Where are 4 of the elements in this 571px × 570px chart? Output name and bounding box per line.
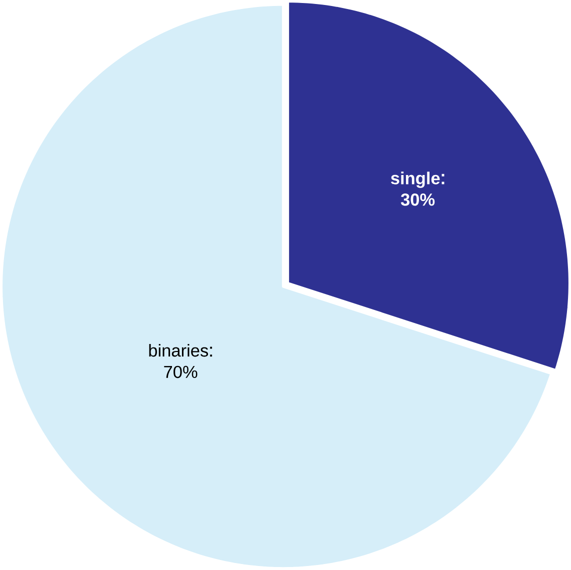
data-label: 70% xyxy=(164,366,198,378)
data-label: 30% xyxy=(400,194,435,206)
slice-label: binaries xyxy=(149,344,208,357)
slice-label: single xyxy=(390,172,440,188)
